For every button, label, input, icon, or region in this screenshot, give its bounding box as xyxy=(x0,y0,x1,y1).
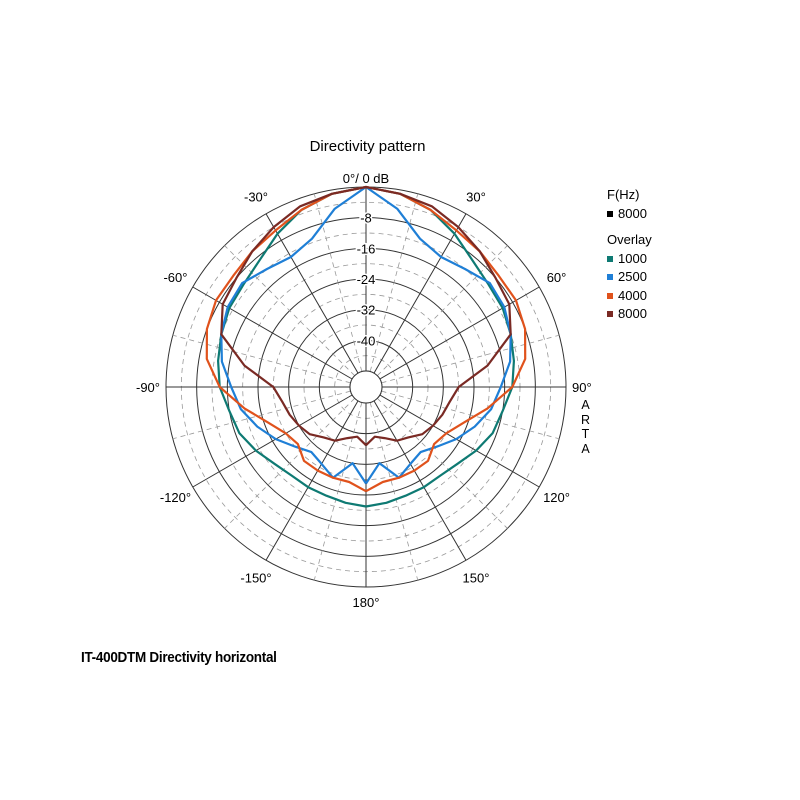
radial-tick-label: -24 xyxy=(357,272,376,287)
grid-spoke-minor xyxy=(377,245,508,376)
legend-label-8000: 8000 xyxy=(618,306,647,321)
angle-tick-label: 180° xyxy=(353,595,380,610)
legend-entry-4000: 4000 xyxy=(607,287,652,306)
legend-swatch-8000 xyxy=(607,311,613,318)
angle-tick-label: 120° xyxy=(543,490,570,505)
grid-spoke-minor xyxy=(369,402,419,581)
angle-tick-label: 30° xyxy=(466,189,486,204)
radial-tick-label: -40 xyxy=(357,333,376,348)
radial-tick-label: -32 xyxy=(357,303,376,318)
legend-entry-2500: 2500 xyxy=(607,268,652,287)
angle-tick-label: 0°/ 0 dB xyxy=(343,171,389,186)
legend-current-swatch xyxy=(607,210,613,217)
chart-labels: -8 -16 -24 -32 -40 0°/ 0 dB -30° 30° -60° 60° -90°… xyxy=(135,170,594,612)
grid-spoke-minor xyxy=(381,334,560,384)
legend-overlay-header: Overlay xyxy=(607,232,652,247)
grid-spoke-minor xyxy=(224,398,355,529)
grid-spoke-minor xyxy=(369,193,419,372)
legend-swatch-1000 xyxy=(607,255,613,262)
legend-label-2500: 2500 xyxy=(618,269,647,284)
grid-spoke-minor xyxy=(172,334,351,384)
grid-spoke xyxy=(373,213,467,374)
grid-spoke xyxy=(265,213,359,374)
angle-tick-label: 60° xyxy=(547,270,567,285)
series-layer xyxy=(205,185,527,508)
grid-spoke-minor xyxy=(377,398,508,529)
radial-tick-label: -8 xyxy=(360,211,372,226)
grid-spoke xyxy=(373,400,467,561)
grid-spoke xyxy=(379,286,540,380)
angle-tick-label: -120° xyxy=(160,490,191,505)
angle-tick-label: -30° xyxy=(244,189,268,204)
chart-title: Directivity pattern xyxy=(309,138,426,155)
center-disc xyxy=(349,370,383,404)
figure-caption: IT-400DTM Directivity horizontal xyxy=(81,650,277,666)
legend-entry-1000: 1000 xyxy=(607,250,652,269)
legend-current-label: 8000 xyxy=(618,205,647,221)
legend-entry-8000: 8000 xyxy=(607,305,652,324)
grid-spoke xyxy=(192,394,353,488)
legend-swatch-2500 xyxy=(607,274,613,281)
grid-spoke-minor xyxy=(224,245,355,376)
arta-watermark: A R T A xyxy=(580,398,592,456)
angle-tick-label: -150° xyxy=(240,571,271,586)
legend-label-4000: 4000 xyxy=(618,287,647,303)
radial-tick-label: -16 xyxy=(357,241,376,256)
angle-tick-label: 150° xyxy=(463,571,490,586)
legend: F(Hz) 8000 Overlay 1000 2500 4000 8000 xyxy=(607,186,652,324)
series-line-8000 xyxy=(220,185,512,446)
angle-tick-label: 90° xyxy=(572,380,592,395)
grid-spoke xyxy=(265,400,359,561)
grid-spoke-minor xyxy=(313,193,363,372)
grid-spoke xyxy=(379,394,540,488)
legend-label-1000: 1000 xyxy=(618,250,647,266)
grid-spoke-minor xyxy=(172,390,351,440)
grid-spoke-minor xyxy=(313,402,363,581)
legend-header: F(Hz) xyxy=(607,187,640,202)
angle-tick-label: -60° xyxy=(163,270,187,285)
legend-current: 8000 xyxy=(607,205,652,224)
angle-tick-label: -90° xyxy=(136,380,160,395)
grid-spoke xyxy=(192,286,353,380)
grid-spoke-minor xyxy=(381,390,560,440)
legend-swatch-4000 xyxy=(607,292,613,299)
